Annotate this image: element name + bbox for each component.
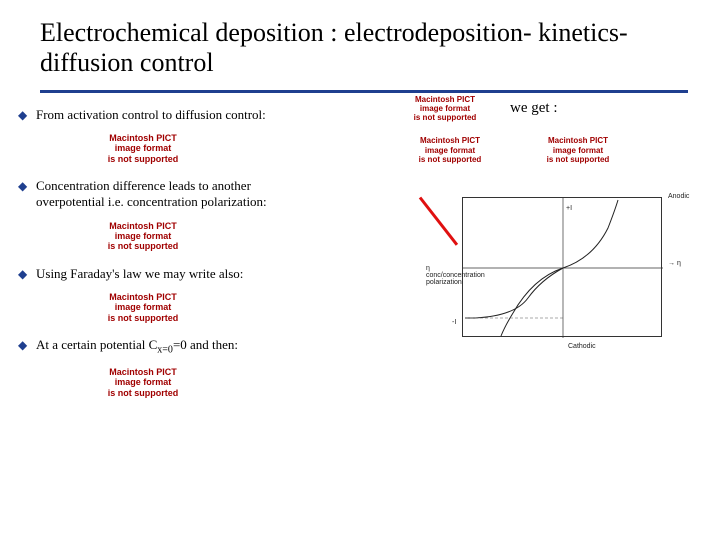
red-annotation-line	[419, 196, 458, 245]
pict-line: Macintosh PICT	[548, 136, 608, 145]
pict-line: image format	[553, 146, 603, 155]
bullet-icon: ◆	[18, 178, 36, 193]
pict-placeholder: Macintosh PICT image format is not suppo…	[78, 133, 208, 164]
pict-line: is not supported	[108, 241, 179, 251]
bullet-icon: ◆	[18, 107, 36, 122]
pict-line: is not supported	[108, 313, 179, 323]
x-axis-label: → η	[668, 260, 681, 267]
bullet-icon: ◆	[18, 337, 36, 352]
pict-line: is not supported	[414, 113, 477, 122]
pict-line: image format	[115, 302, 172, 312]
pict-line: is not supported	[108, 388, 179, 398]
title-block: Electrochemical deposition : electrodepo…	[0, 0, 720, 84]
cathodic-label: Cathodic	[568, 343, 596, 350]
pict-placeholder: Macintosh PICT image format is not suppo…	[390, 95, 500, 123]
anodic-label: Anodic	[668, 193, 689, 200]
graph-svg	[463, 198, 663, 338]
bullet-text-part: =0 and then:	[173, 337, 238, 352]
pict-line: Macintosh PICT	[109, 221, 177, 231]
content-area: ◆ From activation control to diffusion c…	[0, 93, 720, 398]
pict-line: Macintosh PICT	[415, 95, 475, 104]
we-get-text: we get :	[510, 100, 557, 117]
bullet-text: At a certain potential Cx=0=0 and then:	[36, 337, 238, 357]
pict-line: image format	[420, 104, 470, 113]
pict-placeholder: Macintosh PICT image format is not suppo…	[78, 367, 208, 398]
pict-placeholder: Macintosh PICT image format is not suppo…	[528, 136, 628, 164]
pict-line: image format	[115, 231, 172, 241]
bullet-subscript: x=0	[157, 344, 173, 355]
bullet-text-part: At a certain potential C	[36, 337, 157, 352]
polarization-graph: Anodic Cathodic → η +I -I η conc/concent…	[428, 187, 698, 362]
pict-line: Macintosh PICT	[109, 367, 177, 377]
right-column: Macintosh PICT image format is not suppo…	[390, 93, 710, 164]
pict-line: Macintosh PICT	[109, 133, 177, 143]
graph-frame	[462, 197, 662, 337]
pict-line: Macintosh PICT	[420, 136, 480, 145]
y-top-label: +I	[566, 205, 572, 212]
pict-line: image format	[425, 146, 475, 155]
pict-placeholder: Macintosh PICT image format is not suppo…	[78, 221, 208, 252]
conc-label: η conc/concentration polarization	[426, 265, 466, 286]
y-bot-label: -I	[452, 319, 456, 326]
bullet-text: Using Faraday's law we may write also:	[36, 266, 243, 282]
bullet-icon: ◆	[18, 266, 36, 281]
pict-line: is not supported	[419, 155, 482, 164]
pict-line: image format	[115, 143, 172, 153]
pict-placeholder: Macintosh PICT image format is not suppo…	[400, 136, 500, 164]
right-top-row: Macintosh PICT image format is not suppo…	[390, 95, 710, 123]
page-title: Electrochemical deposition : electrodepo…	[40, 18, 688, 78]
pict-line: is not supported	[547, 155, 610, 164]
pict-line: is not supported	[108, 154, 179, 164]
bullet-text: From activation control to diffusion con…	[36, 107, 266, 123]
right-second-row: Macintosh PICT image format is not suppo…	[400, 136, 710, 164]
bullet-text: Concentration difference leads to anothe…	[36, 178, 276, 211]
pict-placeholder: Macintosh PICT image format is not suppo…	[78, 292, 208, 323]
pict-line: image format	[115, 377, 172, 387]
pict-line: Macintosh PICT	[109, 292, 177, 302]
